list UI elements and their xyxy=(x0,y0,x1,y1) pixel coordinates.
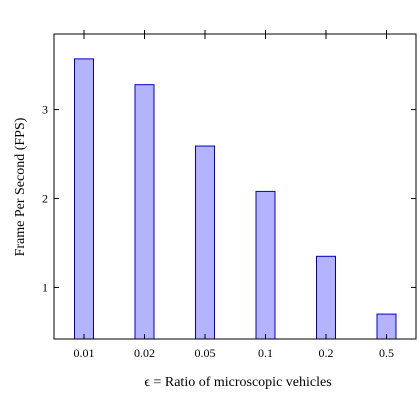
x-axis-title: ϵ = Ratio of microscopic vehicles xyxy=(144,375,331,390)
plot-frame xyxy=(53,33,417,340)
y-tick-label-2: 2 xyxy=(42,192,48,206)
bar-0.2 xyxy=(316,255,336,340)
x-tick-label-0.1: 0.1 xyxy=(258,346,273,360)
y-tick-label-1: 1 xyxy=(42,280,48,294)
bar-0.02 xyxy=(134,84,155,340)
y-tick-label-3: 3 xyxy=(42,103,48,117)
bar-0.05 xyxy=(195,145,215,340)
y-axis-title: Frame Per Second (FPS) xyxy=(13,117,28,256)
bar-0.01 xyxy=(74,58,94,340)
x-tick-label-0.5: 0.5 xyxy=(379,346,394,360)
x-tick-label-0.01: 0.01 xyxy=(74,346,95,360)
x-tick-label-0.02: 0.02 xyxy=(134,346,155,360)
x-tick-label-0.2: 0.2 xyxy=(319,346,334,360)
bar-0.1 xyxy=(255,190,276,340)
x-tick-label-0.05: 0.05 xyxy=(195,346,216,360)
bars-group xyxy=(74,58,397,340)
ticks-group xyxy=(54,30,416,339)
tick-labels-group: 0.01 0.02 0.05 0.1 0.2 0.5 1 2 3 xyxy=(42,103,394,360)
